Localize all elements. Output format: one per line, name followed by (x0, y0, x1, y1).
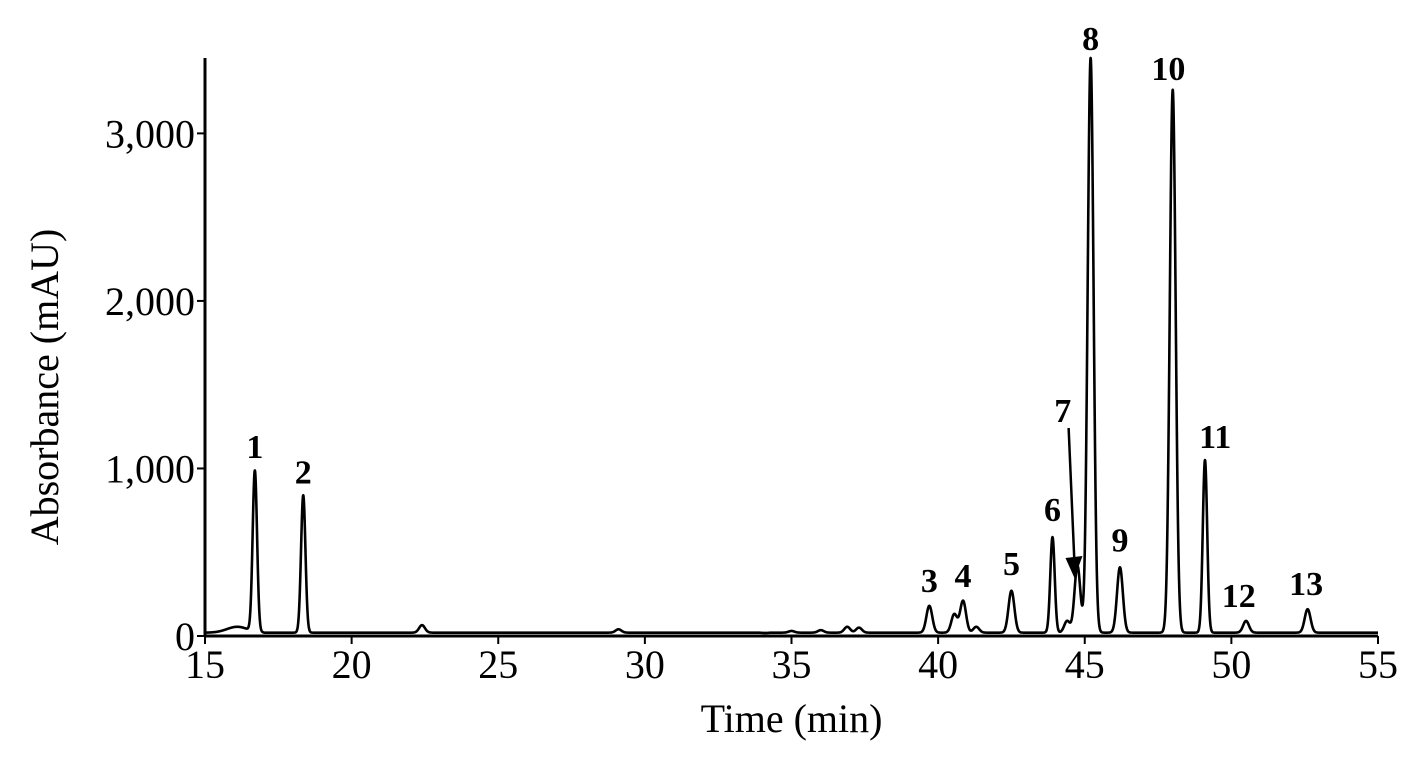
peak-label-text: 12 (1222, 578, 1256, 615)
peak-label-11: 11 (1199, 419, 1231, 456)
peak-label-10: 10 (1151, 51, 1185, 88)
x-tick-label: 30 (625, 642, 665, 687)
x-tick-label: 45 (1065, 642, 1105, 687)
peak-label-text: 8 (1082, 21, 1099, 58)
peak-label-text: 13 (1289, 566, 1323, 603)
y-tick-label: 3,000 (105, 111, 195, 156)
peak-7-arrowhead (1065, 556, 1083, 578)
y-tick-label: 2,000 (105, 279, 195, 324)
peak-label-text: 5 (1003, 546, 1020, 583)
peak-label-6: 6 (1044, 492, 1061, 529)
x-tick-label: 20 (332, 642, 372, 687)
peak-label-4: 4 (955, 558, 972, 595)
peak-7-arrow (1067, 427, 1076, 565)
y-tick-label: 0 (175, 614, 195, 659)
peak-label-2: 2 (295, 454, 312, 491)
chromatogram-trace (203, 56, 1380, 635)
peak-label-5: 5 (1003, 546, 1020, 583)
x-tick-label: 40 (918, 642, 958, 687)
peak-label-text: 3 (921, 563, 938, 600)
chromatogram-trace-group (203, 56, 1380, 635)
peak-label-13: 13 (1289, 566, 1323, 603)
peak-label-3: 3 (921, 563, 938, 600)
x-tick-label: 55 (1358, 642, 1398, 687)
peak-label-text: 2 (295, 454, 312, 491)
x-tick-label: 35 (772, 642, 812, 687)
peak-label-1: 1 (246, 429, 263, 466)
peak-label-12: 12 (1222, 578, 1256, 615)
peak-label-text: 11 (1199, 419, 1231, 456)
peak-label-text: 9 (1111, 522, 1128, 559)
peak-label-8: 8 (1082, 21, 1099, 58)
peak-label-text: 7 (1054, 393, 1071, 430)
x-tick-label: 25 (478, 642, 518, 687)
y-axis-title: Absorbance (mAU) (22, 229, 67, 546)
peak-label-text: 1 (246, 429, 263, 466)
x-tick-label: 50 (1211, 642, 1251, 687)
y-tick-label: 1,000 (105, 446, 195, 491)
x-tick-label: 15 (185, 642, 225, 687)
peak-label-text: 10 (1151, 51, 1185, 88)
peak-label-9: 9 (1111, 522, 1128, 559)
peak-label-text: 6 (1044, 492, 1061, 529)
peak-label-text: 4 (955, 558, 972, 595)
x-axis-title: Time (min) (701, 696, 883, 741)
peak-label-7: 7 (1054, 393, 1083, 578)
